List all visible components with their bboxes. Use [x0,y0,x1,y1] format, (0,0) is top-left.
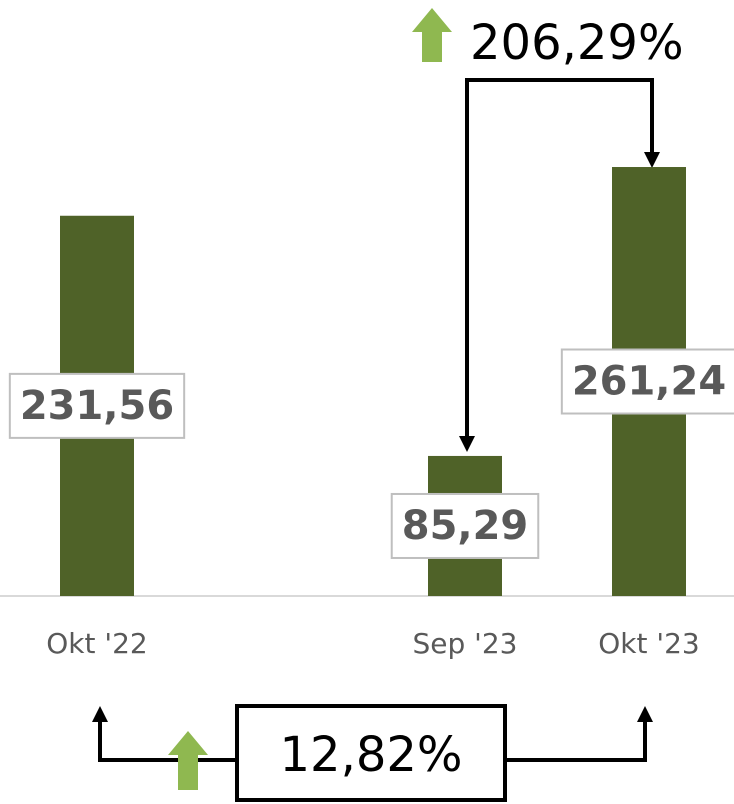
x-tick-label: Sep '23 [413,627,518,660]
data-label-box [560,348,734,415]
up-arrow-icon [412,8,452,62]
data-label: 231,56 [20,383,174,429]
data-label: 85,29 [402,503,529,549]
x-tick-label: Okt '22 [46,627,147,660]
bottom-annotation: 12,82% [92,704,653,802]
data-label: 261,24 [572,359,726,405]
annotation-text: 12,82% [279,727,462,783]
x-tick-label: Okt '23 [598,627,699,660]
arrow-head [644,152,660,168]
data-label-box [8,372,186,439]
bracket [98,718,237,762]
annotation-box [235,704,507,802]
bracket [505,718,647,762]
arrow-head [92,706,108,722]
arrow-head [637,706,653,722]
bracket [465,78,654,445]
data-label-box [390,492,540,559]
arrow-head [459,436,475,452]
up-arrow-icon [168,731,208,790]
annotation-text: 206,29% [470,15,684,71]
top-annotation: 206,29% [412,8,684,452]
